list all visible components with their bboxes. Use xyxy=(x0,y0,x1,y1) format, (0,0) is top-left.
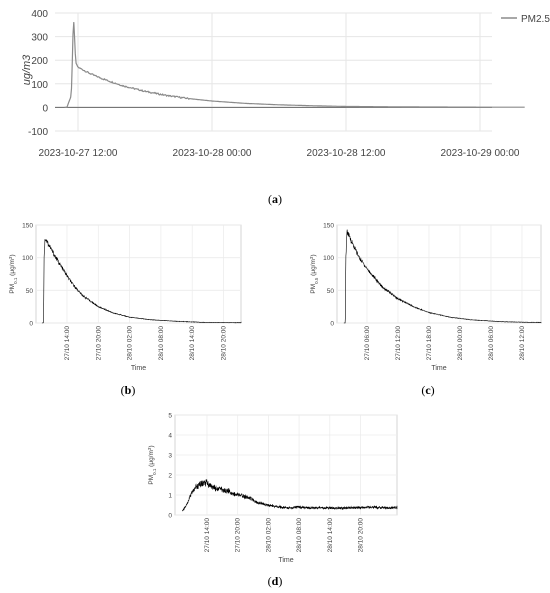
y-label-part: PM xyxy=(310,284,317,294)
x-tick-label: 27/10 12:00 xyxy=(395,326,402,361)
x-tick-label: 27/10 18:00 xyxy=(426,326,433,361)
x-tick-label: 28/10 08:00 xyxy=(296,518,303,553)
y-label-part: (μg/m xyxy=(148,450,155,469)
x-tick-label: 27/10 20:00 xyxy=(95,326,102,361)
y-axis-label: ug/m3 xyxy=(21,54,33,85)
y-label-superscript: 3 xyxy=(147,447,152,450)
x-tick-label: 27/10 06:00 xyxy=(364,326,371,361)
y-tick-label: 100 xyxy=(31,80,48,91)
x-tick-label: 28/10 06:00 xyxy=(488,326,495,361)
series-line xyxy=(41,239,242,324)
caption-b: (b) xyxy=(121,383,136,397)
y-axis-label: PM0.1 (μg/m3) xyxy=(8,254,18,293)
y-label-subscript: 0.1 xyxy=(13,277,18,284)
y-axis-label: PM0.1 (μg/m3) xyxy=(147,445,157,484)
x-tick-label: 27/10 14:00 xyxy=(204,518,211,553)
y-tick-label: 150 xyxy=(323,223,334,230)
y-tick-label: 3 xyxy=(168,453,172,460)
series-line-pm2.5 xyxy=(64,22,525,108)
plot-frame xyxy=(336,224,542,324)
x-tick-label: 28/10 12:00 xyxy=(519,326,526,361)
caption-c: (c) xyxy=(421,383,434,397)
plot-frame xyxy=(35,224,242,324)
y-tick-label: 50 xyxy=(26,288,34,295)
x-tick-label: 28/10 08:00 xyxy=(158,326,165,361)
y-tick-label: 1 xyxy=(168,493,172,500)
y-label-superscript: 3 xyxy=(8,256,13,259)
caption-d: (d) xyxy=(268,574,283,588)
y-tick-label: 150 xyxy=(22,223,33,230)
series-line xyxy=(343,229,542,324)
y-tick-label: 0 xyxy=(29,321,33,328)
y-label-part: ) xyxy=(148,445,155,447)
y-tick-label: 100 xyxy=(323,255,334,262)
y-label-part: (μg/m xyxy=(9,259,16,278)
y-label-part: ) xyxy=(310,254,317,256)
y-label-part: PM xyxy=(148,475,155,485)
x-tick-label: 2023-10-28 00:00 xyxy=(173,148,252,159)
x-tick-label: 27/10 20:00 xyxy=(235,518,242,553)
plot-frame xyxy=(174,414,398,516)
chart-panel-a: 400 300 200 100 0 -100 2023-10-27 12:00 2023-10… xyxy=(21,9,550,159)
y-label-superscript: 3 xyxy=(309,256,314,259)
y-label-part: ) xyxy=(9,254,16,256)
x-axis-label: Time xyxy=(431,365,446,372)
x-tick-label: 28/10 14:00 xyxy=(327,518,334,553)
y-tick-label: 4 xyxy=(168,433,172,440)
x-axis-label: Time xyxy=(131,365,146,372)
x-tick-label: 2023-10-28 12:00 xyxy=(307,148,386,159)
x-tick-label: 2023-10-29 00:00 xyxy=(441,148,520,159)
x-tick-label: 28/10 20:00 xyxy=(358,518,365,553)
y-tick-label: 0 xyxy=(42,103,48,114)
x-tick-label: 2023-10-27 12:00 xyxy=(39,148,118,159)
series-line xyxy=(182,479,398,512)
y-label-part: (μg/m xyxy=(310,259,317,278)
y-tick-label: 2 xyxy=(168,473,172,480)
y-tick-label: 400 xyxy=(31,9,48,20)
y-label-part: PM xyxy=(9,284,16,294)
caption-a: (a) xyxy=(268,192,282,206)
y-tick-label: 300 xyxy=(31,33,48,44)
y-tick-label: 0 xyxy=(168,513,172,520)
legend-label: PM2.5 xyxy=(521,14,550,25)
x-tick-label: 28/10 14:00 xyxy=(189,326,196,361)
chart-panel-b: 150 100 50 0 27/10 14:00 27/10 20:00 28/10 02:… xyxy=(8,223,242,372)
x-tick-label: 27/10 14:00 xyxy=(64,326,71,361)
y-label-subscript: 0.5 xyxy=(314,277,319,284)
y-tick-label: -100 xyxy=(28,127,48,138)
y-tick-label: 200 xyxy=(31,56,48,67)
y-tick-label: 5 xyxy=(168,413,172,420)
chart-panel-c: 150 100 50 0 27/10 06:00 27/10 12:00 27/10 18:… xyxy=(309,223,542,372)
y-tick-label: 100 xyxy=(22,255,33,262)
y-tick-label: 0 xyxy=(330,321,334,328)
y-tick-label: 50 xyxy=(327,288,335,295)
chart-panel-d: 5 4 3 2 1 0 27/10 14:00 27/10 20:00 28/10 02:00 2… xyxy=(147,413,398,564)
y-label-subscript: 0.1 xyxy=(152,468,157,475)
x-tick-label: 28/10 20:00 xyxy=(221,326,228,361)
x-tick-label: 28/10 02:00 xyxy=(265,518,272,553)
x-axis-label: Time xyxy=(278,557,293,564)
x-tick-label: 28/10 00:00 xyxy=(457,326,464,361)
y-axis-label: PM0.5 (μg/m3) xyxy=(309,254,319,293)
x-tick-label: 28/10 02:00 xyxy=(127,326,134,361)
